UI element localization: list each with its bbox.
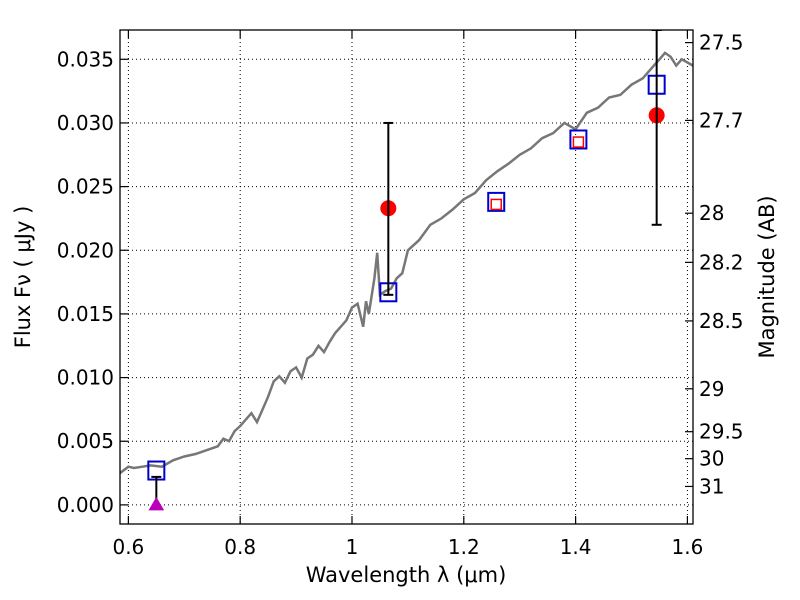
- y-tick-label: 0.015: [57, 302, 114, 326]
- y-axis-right-title: Magnitude (AB): [755, 195, 779, 358]
- mag-tick-label: 29: [699, 377, 724, 401]
- x-tick-label: 1.2: [448, 535, 480, 559]
- y-tick-label: 0.020: [57, 238, 114, 262]
- y-tick-label: 0.005: [57, 429, 114, 453]
- tick-labels: 0.6 0.8 1 1.2 1.4 1.6 0.000 0.005 0.010 0.015 0.02…: [57, 31, 744, 559]
- mag-tick-label: 28.2: [699, 250, 744, 274]
- x-tick-label: 1.4: [560, 535, 592, 559]
- mag-tick-label: 30: [699, 447, 724, 471]
- model-box: [569, 129, 588, 150]
- observed-point: [572, 136, 585, 148]
- x-tick-label: 1.6: [672, 535, 704, 559]
- x-axis-title: Wavelength λ (μm): [306, 563, 507, 587]
- y-axis-title: Flux Fν ( μJy ): [11, 206, 35, 349]
- observed-point: [490, 198, 502, 211]
- mag-tick-label: 31: [699, 474, 724, 498]
- y-tick-label: 0.010: [57, 366, 114, 390]
- mag-tick-label: 27.7: [699, 108, 744, 132]
- x-tick-label: 1: [346, 535, 359, 559]
- x-tick-label: 0.8: [224, 535, 256, 559]
- y-tick-label: 0.025: [57, 175, 114, 199]
- plot-data: [120, 30, 693, 511]
- ticks: [120, 30, 693, 524]
- y-tick-label: 0.030: [57, 111, 114, 135]
- x-tick-label: 0.6: [112, 535, 144, 559]
- mag-tick-label: 27.5: [699, 31, 744, 55]
- upper-limit-marker: [148, 496, 165, 511]
- mag-tick-label: 28: [699, 201, 724, 225]
- model-box: [487, 191, 506, 212]
- mag-tick-label: 29.5: [699, 420, 744, 444]
- plot-frame: [119, 29, 694, 525]
- y-tick-label: 0.000: [57, 493, 114, 517]
- mag-tick-label: 28.5: [699, 309, 744, 333]
- sed-line: [120, 51, 693, 475]
- y-tick-label: 0.035: [57, 47, 114, 71]
